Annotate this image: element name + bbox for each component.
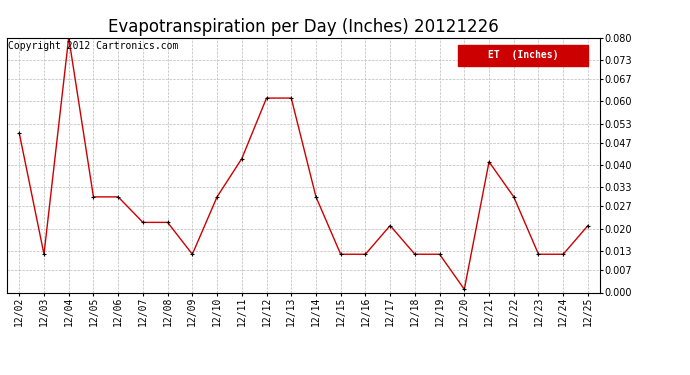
Text: ET  (Inches): ET (Inches) xyxy=(488,50,558,60)
FancyBboxPatch shape xyxy=(458,45,589,66)
Title: Evapotranspiration per Day (Inches) 20121226: Evapotranspiration per Day (Inches) 2012… xyxy=(108,18,499,36)
Text: Copyright 2012 Cartronics.com: Copyright 2012 Cartronics.com xyxy=(8,41,179,51)
